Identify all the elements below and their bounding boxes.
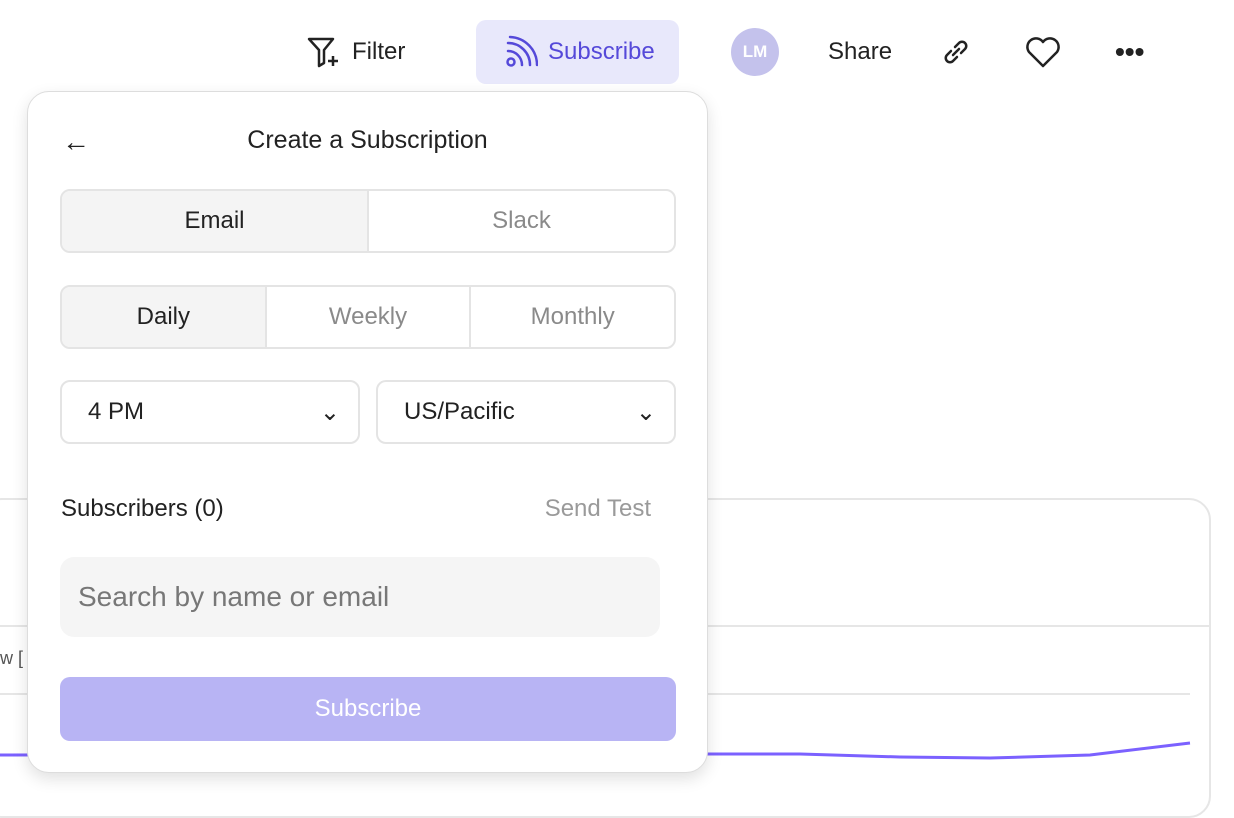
copy-link-button[interactable]	[940, 20, 972, 84]
tab-email[interactable]: Email	[62, 191, 367, 251]
filter-plus-icon	[307, 37, 338, 68]
chevron-down-icon: ⌄	[635, 398, 656, 426]
tab-weekly[interactable]: Weekly	[264, 287, 470, 347]
subscriber-search-input[interactable]	[60, 557, 660, 637]
more-icon: •••	[1115, 36, 1145, 67]
avatar[interactable]: LM	[731, 28, 779, 76]
heart-icon	[1026, 37, 1060, 68]
rss-icon	[506, 35, 538, 67]
subscribers-label: Subscribers (0)	[61, 495, 224, 522]
timezone-select[interactable]: US/Pacific ⌄	[376, 380, 676, 444]
toolbar: Filter Subscribe LM Share •••	[0, 20, 1234, 84]
subscription-popup: ← Create a Subscription Email Slack Dail…	[27, 91, 708, 773]
frequency-toggle: Daily Weekly Monthly	[60, 285, 676, 349]
channel-toggle: Email Slack	[60, 189, 676, 253]
more-options-button[interactable]: •••	[1115, 20, 1144, 84]
subscribe-submit-button[interactable]: Subscribe	[60, 677, 676, 741]
subscribe-button[interactable]: Subscribe	[476, 20, 679, 84]
truncated-label: w [	[0, 648, 24, 668]
favorite-button[interactable]	[1024, 20, 1062, 84]
send-test-button[interactable]: Send Test	[544, 495, 651, 522]
back-arrow-icon[interactable]: ←	[62, 126, 90, 157]
tab-daily[interactable]: Daily	[62, 287, 265, 347]
filter-button[interactable]: Filter	[306, 20, 405, 84]
share-button[interactable]: Share	[828, 38, 893, 65]
tab-monthly[interactable]: Monthly	[469, 287, 674, 347]
chevron-down-icon: ⌄	[319, 398, 340, 426]
popup-title: Create a Subscription	[247, 126, 488, 154]
tab-slack[interactable]: Slack	[367, 191, 674, 251]
link-icon	[944, 40, 968, 64]
time-select[interactable]: 4 PM ⌄	[60, 380, 360, 444]
